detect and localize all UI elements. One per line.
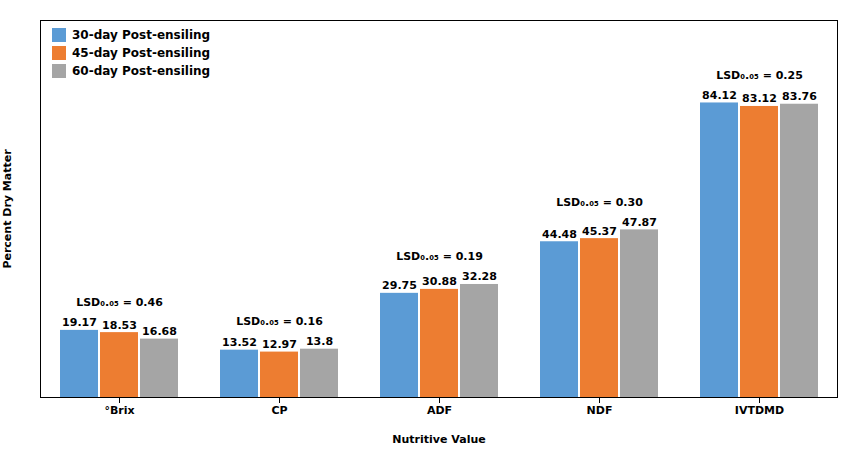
svg-text:47.87: 47.87	[622, 216, 657, 229]
html-text:45-day Post-ensiling: 45-day Post-ensiling	[72, 46, 211, 60]
svg-text:19.17: 19.17	[62, 316, 97, 329]
svg-text:18.53: 18.53	[102, 319, 137, 332]
svg-text:12.97: 12.97	[262, 338, 297, 351]
svg-text:Nutritive Value: Nutritive Value	[392, 433, 485, 446]
svg-text:°Brix: °Brix	[104, 404, 134, 417]
svg-text:30.88: 30.88	[422, 275, 457, 288]
svg-text:16.68: 16.68	[142, 325, 177, 338]
svg-text:84.12: 84.12	[702, 89, 737, 102]
svg-text:IVTDMD: IVTDMD	[735, 404, 784, 417]
svg-text:13.52: 13.52	[222, 336, 257, 349]
svg-text:13.8: 13.8	[306, 335, 333, 348]
svg-text:LSD₀.₀₅ = 0.19: LSD₀.₀₅ = 0.19	[396, 250, 483, 263]
svg-text:Percent Dry Matter: Percent Dry Matter	[1, 149, 14, 269]
svg-text:32.28: 32.28	[462, 270, 497, 283]
svg-text:29.75: 29.75	[382, 279, 417, 292]
svg-text:45.37: 45.37	[582, 225, 617, 238]
svg-text:83.12: 83.12	[742, 92, 777, 105]
svg-text:LSD₀.₀₅ = 0.30: LSD₀.₀₅ = 0.30	[556, 196, 643, 209]
svg-text:83.76: 83.76	[782, 90, 817, 103]
html-text:30-day Post-ensiling: 30-day Post-ensiling	[72, 28, 211, 42]
html-text:60-day Post-ensiling: 60-day Post-ensiling	[72, 64, 211, 78]
svg-text:LSD₀.₀₅ = 0.46: LSD₀.₀₅ = 0.46	[76, 296, 163, 309]
svg-text:LSD₀.₀₅ = 0.25: LSD₀.₀₅ = 0.25	[716, 69, 803, 82]
svg-text:44.48: 44.48	[542, 228, 577, 241]
svg-text:CP: CP	[271, 404, 287, 417]
svg-text:ADF: ADF	[427, 404, 452, 417]
svg-text:NDF: NDF	[587, 404, 613, 417]
svg-text:LSD₀.₀₅ = 0.16: LSD₀.₀₅ = 0.16	[236, 315, 323, 328]
